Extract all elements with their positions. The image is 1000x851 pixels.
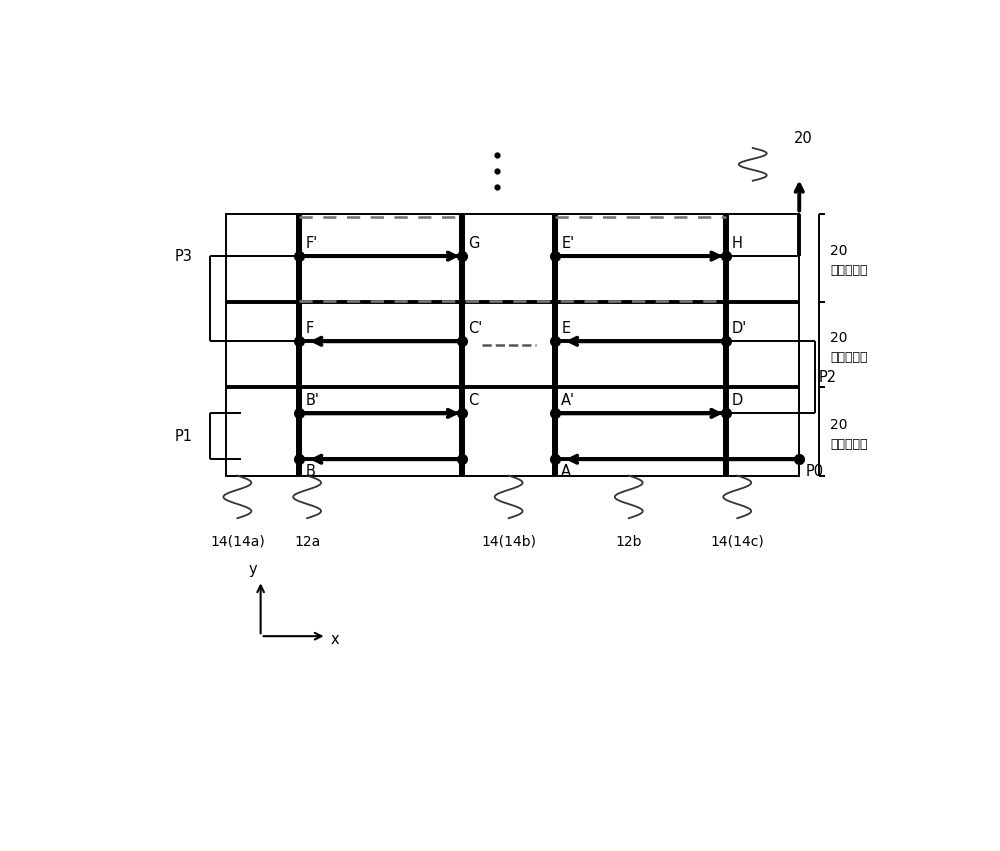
Text: 14(14b): 14(14b) xyxy=(481,534,536,549)
Text: B: B xyxy=(306,465,315,479)
Text: D': D' xyxy=(732,321,747,336)
Text: （第二个）: （第二个） xyxy=(830,351,868,364)
Text: 20: 20 xyxy=(830,244,848,258)
Text: F: F xyxy=(306,321,314,336)
Text: E: E xyxy=(561,321,570,336)
Text: E': E' xyxy=(561,236,574,251)
Text: 20: 20 xyxy=(830,418,848,431)
Text: C: C xyxy=(468,393,479,408)
Text: 12a: 12a xyxy=(294,534,320,549)
Text: G: G xyxy=(468,236,480,251)
Text: P1: P1 xyxy=(174,429,192,444)
Text: 12b: 12b xyxy=(616,534,642,549)
Text: P2: P2 xyxy=(819,370,837,385)
Text: A: A xyxy=(561,465,571,479)
Text: P3: P3 xyxy=(174,248,192,264)
Text: （第三个）: （第三个） xyxy=(830,265,868,277)
Text: 20: 20 xyxy=(830,331,848,345)
Text: （第一个）: （第一个） xyxy=(830,438,868,451)
Text: 14(14c): 14(14c) xyxy=(710,534,764,549)
Text: y: y xyxy=(249,563,257,577)
Text: x: x xyxy=(330,632,339,647)
Text: P0: P0 xyxy=(805,465,824,479)
Text: D: D xyxy=(732,393,743,408)
Text: B': B' xyxy=(306,393,319,408)
Text: H: H xyxy=(732,236,743,251)
Text: C': C' xyxy=(468,321,483,336)
Text: A': A' xyxy=(561,393,575,408)
Text: F': F' xyxy=(306,236,318,251)
Text: 20: 20 xyxy=(794,131,812,146)
Text: 14(14a): 14(14a) xyxy=(210,534,265,549)
